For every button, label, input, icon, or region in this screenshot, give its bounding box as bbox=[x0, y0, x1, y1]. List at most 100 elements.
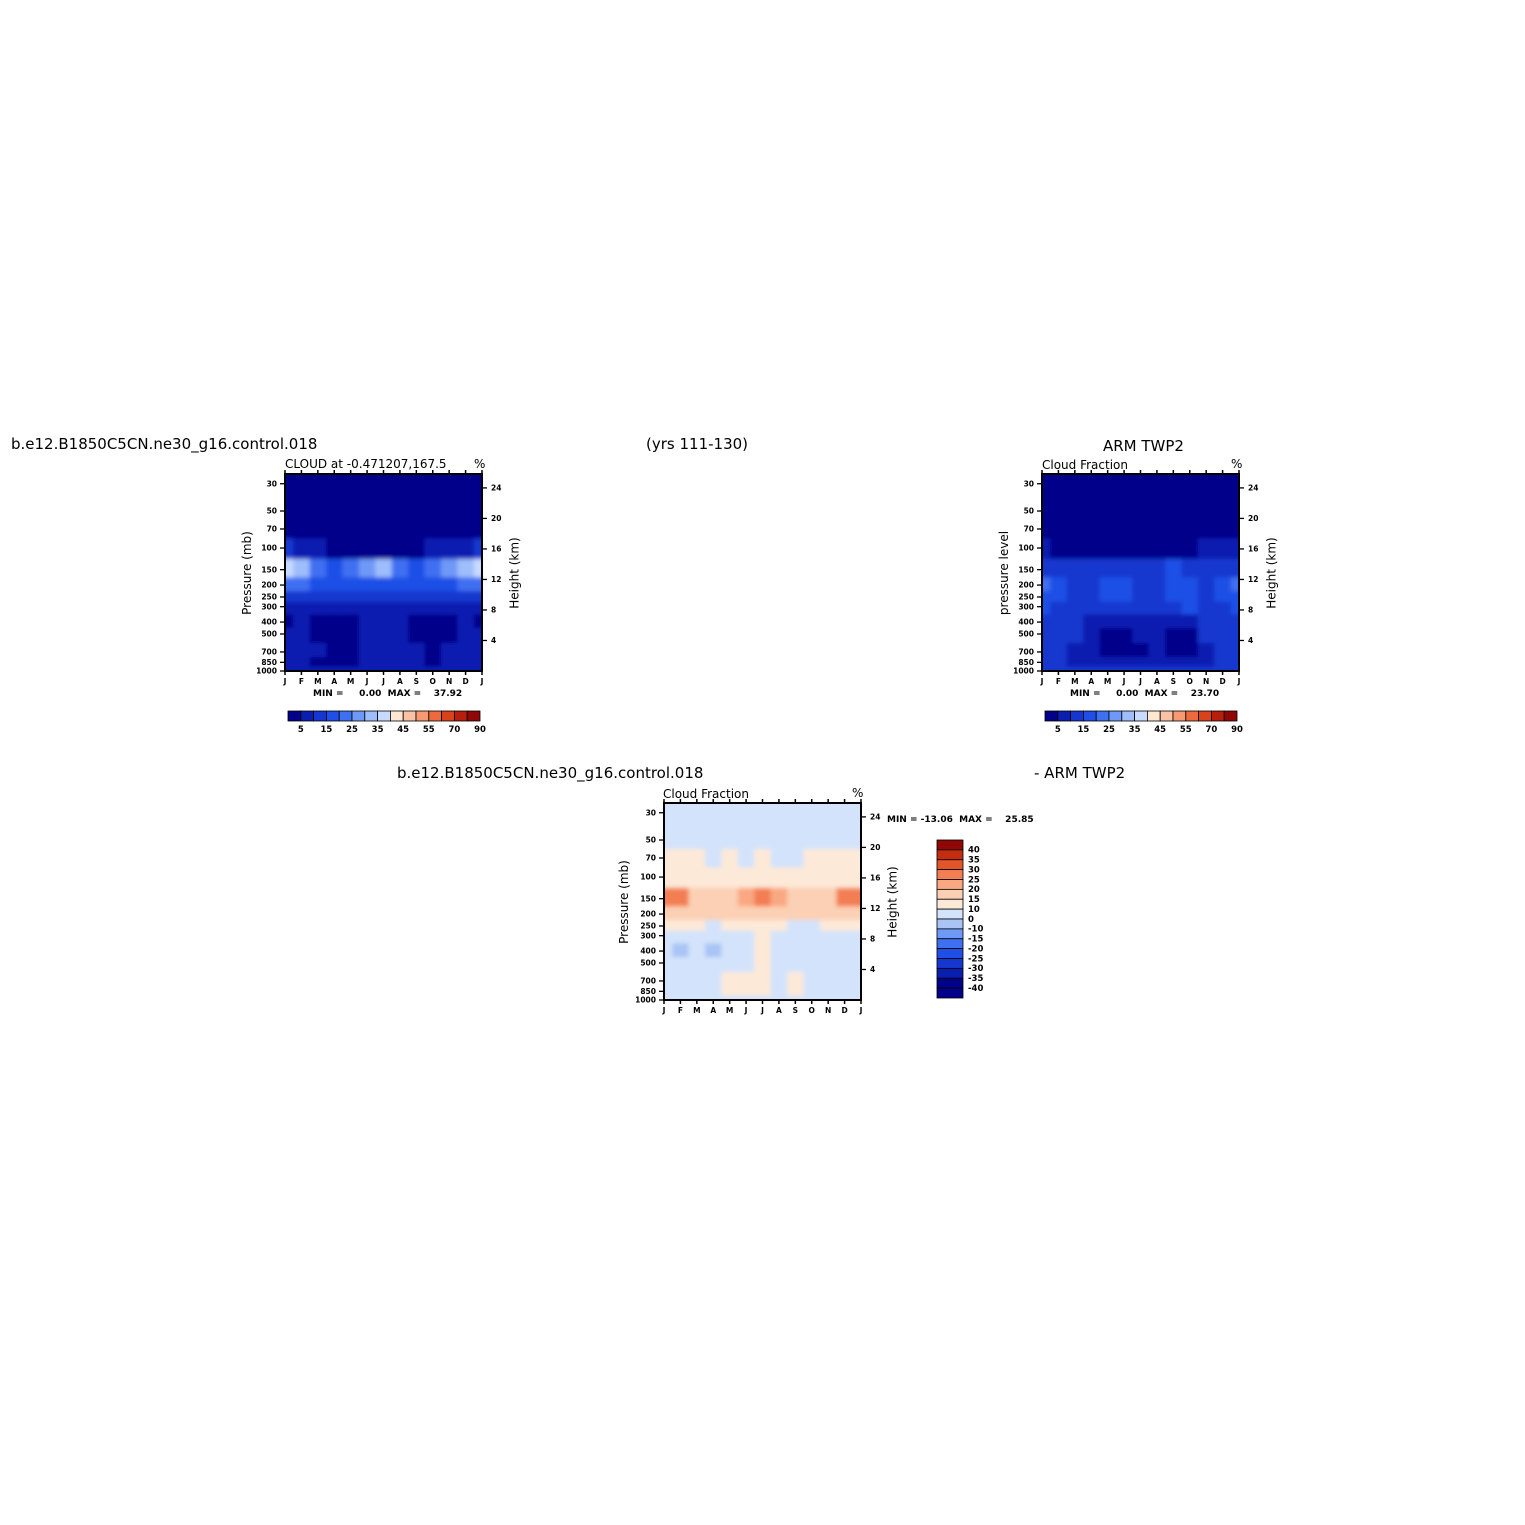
x-tick-label: M bbox=[693, 1006, 700, 1015]
heatmap-cell bbox=[391, 642, 409, 658]
heatmap-cell bbox=[1197, 558, 1215, 578]
heatmap-cell bbox=[754, 957, 772, 973]
heatmap-cell bbox=[787, 849, 805, 869]
heatmap-cell bbox=[1181, 628, 1199, 644]
y-tick-label: 30 bbox=[1024, 479, 1034, 488]
heatmap-cell bbox=[440, 666, 458, 671]
heatmap-cell bbox=[803, 887, 821, 907]
diff-panel-title: Cloud Fraction bbox=[663, 787, 749, 801]
colorbar-label: 15 bbox=[968, 895, 980, 905]
colorbar-swatch bbox=[1159, 710, 1174, 722]
heatmap-cell bbox=[285, 642, 294, 658]
y-tick-label: 300 bbox=[1018, 602, 1034, 611]
heatmap-cell bbox=[1148, 520, 1166, 540]
heatmap-cell bbox=[473, 591, 482, 603]
colorbar-swatch bbox=[325, 710, 340, 722]
heatmap-cell bbox=[770, 957, 788, 973]
heatmap-cell bbox=[1115, 497, 1133, 521]
heatmap-cell bbox=[358, 628, 376, 644]
heatmap-cell bbox=[342, 591, 360, 603]
heatmap-cell bbox=[836, 867, 854, 889]
heatmap-cell bbox=[664, 920, 673, 932]
heatmap-cell bbox=[705, 943, 723, 958]
y2-tick-label: 8 bbox=[1248, 606, 1253, 615]
heatmap-cell bbox=[1115, 474, 1133, 498]
heatmap-cell bbox=[852, 971, 861, 987]
y-tick-label: 1000 bbox=[1013, 667, 1034, 676]
heatmap-cell bbox=[293, 497, 311, 521]
heatmap-cell bbox=[1115, 628, 1133, 644]
heatmap-cell bbox=[1181, 591, 1199, 603]
heatmap-cell bbox=[737, 803, 755, 827]
x-tick-label: A bbox=[776, 1006, 782, 1015]
heatmap-cell bbox=[358, 657, 376, 668]
heatmap-cell bbox=[1214, 666, 1232, 671]
y2-tick-label: 12 bbox=[870, 904, 880, 913]
heatmap-cell bbox=[408, 577, 426, 592]
y-tick-label: 70 bbox=[1024, 525, 1034, 534]
y-tick-label: 250 bbox=[261, 593, 277, 602]
heatmap-cell bbox=[1148, 591, 1166, 603]
heatmap-cell bbox=[688, 986, 706, 997]
heatmap-cell bbox=[440, 601, 458, 615]
heatmap-cell bbox=[664, 995, 673, 1000]
heatmap-cell bbox=[326, 628, 344, 644]
y-tick-label: 70 bbox=[646, 854, 656, 863]
heatmap-cell bbox=[737, 957, 755, 973]
heatmap-cell bbox=[375, 558, 393, 578]
colorbar-swatch bbox=[415, 710, 430, 722]
colorbar-swatch bbox=[936, 977, 964, 989]
colorbar-label: -40 bbox=[968, 984, 983, 994]
colorbar-swatch bbox=[1108, 710, 1123, 722]
heatmap-cell bbox=[664, 803, 673, 827]
colorbar-label: 25 bbox=[968, 875, 980, 885]
heatmap-cell bbox=[721, 803, 739, 827]
heatmap-cell bbox=[1066, 520, 1084, 540]
colorbar-swatch bbox=[936, 898, 964, 910]
heatmap-cell bbox=[1083, 601, 1101, 615]
heatmap-cell bbox=[1181, 666, 1199, 671]
colorbar-label: 35 bbox=[372, 725, 384, 735]
heatmap-cell bbox=[1197, 666, 1215, 671]
heatmap-cell bbox=[754, 803, 772, 827]
heatmap-cell bbox=[1083, 520, 1101, 540]
x-tick-label: M bbox=[1071, 677, 1078, 686]
y2-tick-label: 12 bbox=[491, 575, 501, 584]
heatmap-cell bbox=[787, 986, 805, 997]
y2-tick-label: 16 bbox=[491, 545, 501, 554]
x-tick-label: O bbox=[1187, 677, 1193, 686]
colorbar-label: 90 bbox=[474, 725, 486, 735]
heatmap-cell bbox=[803, 849, 821, 869]
y-tick-label: 70 bbox=[267, 525, 277, 534]
heatmap-cell bbox=[770, 920, 788, 932]
heatmap-cell bbox=[836, 971, 854, 987]
heatmap-cell bbox=[391, 614, 409, 629]
y-tick-label: 700 bbox=[261, 648, 277, 657]
heatmap-cell bbox=[473, 628, 482, 644]
colorbar-swatch bbox=[1121, 710, 1136, 722]
heatmap-cell bbox=[1230, 591, 1239, 603]
heatmap-cell bbox=[1165, 614, 1183, 629]
colorbar-swatch bbox=[287, 710, 302, 722]
heatmap-cell bbox=[803, 826, 821, 850]
top-center-years: (yrs 111-130) bbox=[646, 435, 749, 453]
y-tick-label: 850 bbox=[640, 987, 656, 996]
heatmap-cell bbox=[1165, 474, 1183, 498]
heatmap-cell bbox=[285, 497, 294, 521]
heatmap-cell bbox=[672, 826, 690, 850]
colorbar-swatch bbox=[936, 839, 964, 851]
x-tick-label: J bbox=[662, 1006, 666, 1015]
colorbar-label: 20 bbox=[968, 885, 980, 895]
heatmap-cell bbox=[672, 867, 690, 889]
heatmap-cell bbox=[424, 628, 442, 644]
heatmap-cell bbox=[770, 849, 788, 869]
heatmap-cell bbox=[391, 520, 409, 540]
colorbar-label: -30 bbox=[968, 964, 983, 974]
heatmap-cell bbox=[705, 867, 723, 889]
heatmap-cell bbox=[309, 657, 327, 668]
heatmap-cell bbox=[440, 657, 458, 668]
x-tick-label: S bbox=[1171, 677, 1176, 686]
colorbar-swatch bbox=[377, 710, 391, 722]
heatmap-cell bbox=[836, 849, 854, 869]
heatmap-cell bbox=[1181, 577, 1199, 592]
